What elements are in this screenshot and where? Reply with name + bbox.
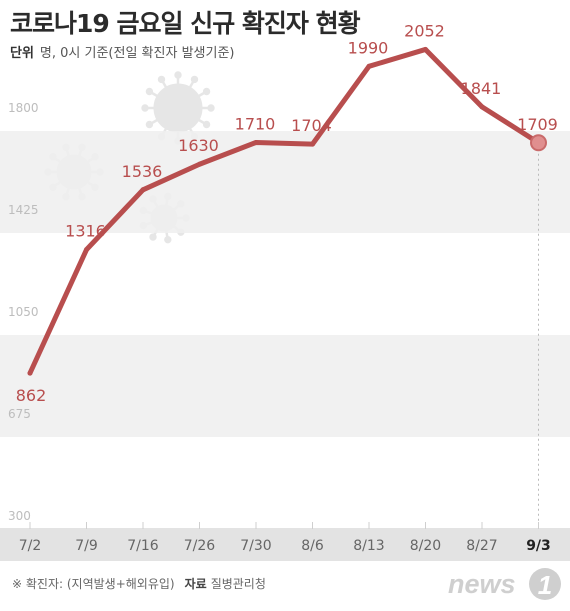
data-point [366, 63, 372, 69]
data-labels: 862 1316 1536 1630 1710 1704 1990 2052 1841 1709 [16, 21, 558, 405]
x-tick-label: 7/2 [19, 538, 42, 554]
series-polyline [27, 46, 541, 376]
virus-spike-tip [145, 87, 154, 96]
grid-band [0, 335, 570, 437]
data-label: 2052 [404, 21, 445, 40]
x-tick-label: 8/20 [410, 538, 441, 554]
data-point [310, 141, 315, 147]
logo-mark: 1 [538, 570, 552, 600]
data-point [479, 104, 485, 110]
y-tick-label: 675 [8, 407, 31, 421]
virus-spike-tip [164, 235, 172, 244]
data-label: 1536 [122, 162, 163, 181]
data-point [140, 187, 146, 193]
virus-spike-tip [141, 104, 149, 112]
logo-wordmark: news [448, 569, 516, 599]
virus-spike-tip [207, 104, 215, 112]
series-line [27, 46, 547, 376]
virus-spike-tip [157, 75, 166, 84]
virus-spike-tip [174, 71, 182, 79]
logo-circle [529, 568, 561, 600]
unit-text: 명, 0시 기준(전일 확진자 발생기준) [39, 46, 235, 61]
grid-band [0, 131, 570, 233]
footer: ※ 확진자: (지역발생+해외유입) 자료 질병관리청 [12, 575, 266, 592]
x-tick-label: 7/30 [240, 538, 271, 554]
data-label: 862 [16, 386, 47, 405]
data-label: 1316 [65, 222, 106, 241]
x-tick-label: 9/3 [526, 538, 551, 554]
x-tick-label: 7/9 [75, 538, 98, 554]
x-axis: 7/2 7/9 7/16 7/26 7/30 8/6 8/13 8/20 8/27 9/3 [0, 148, 570, 561]
x-tick-label: 8/13 [353, 538, 384, 554]
news1-logo: news 1 [448, 568, 561, 600]
chart-subtitle: 단위 명, 0시 기준(전일 확진자 발생기준) [10, 42, 234, 61]
y-axis: 300 675 1050 1425 1800 [8, 101, 39, 523]
y-tick-label: 300 [8, 509, 31, 523]
unit-key: 단위 [10, 46, 34, 61]
y-tick-label: 1800 [8, 101, 39, 115]
data-label: 1841 [461, 79, 502, 98]
virus-spike-tip [149, 233, 157, 241]
data-label: 1630 [178, 136, 219, 155]
x-axis-band [0, 528, 570, 561]
virus-body [153, 83, 203, 133]
x-tick-label: 8/27 [466, 538, 497, 554]
x-tick-label: 7/26 [184, 538, 216, 554]
x-tick-label: 7/16 [127, 538, 159, 554]
y-tick-label: 1425 [8, 203, 39, 217]
grid-bands [0, 131, 570, 437]
footnote: ※ 확진자: (지역발생+해외유입) [12, 577, 175, 591]
x-tick-label: 8/6 [301, 538, 324, 554]
data-point [423, 46, 428, 52]
data-label: 1709 [517, 115, 558, 134]
highlight-point [530, 134, 547, 152]
data-point [27, 370, 33, 376]
source-key: 자료 [184, 577, 207, 591]
data-label: 1704 [291, 116, 332, 135]
data-point [253, 139, 259, 145]
source-text: 질병관리청 [210, 577, 266, 591]
virus-spike-tip [202, 120, 211, 129]
chart-title: 코로나19 금요일 신규 확진자 현황 [10, 9, 361, 38]
y-tick-label: 1050 [8, 305, 39, 319]
virus-spike-tip [202, 87, 211, 96]
data-label: 1710 [235, 114, 276, 133]
data-label: 1990 [348, 38, 389, 57]
data-point [84, 247, 89, 253]
virus-spike-tip [145, 120, 154, 129]
data-point [197, 161, 202, 167]
virus-spike-tip [190, 75, 199, 84]
